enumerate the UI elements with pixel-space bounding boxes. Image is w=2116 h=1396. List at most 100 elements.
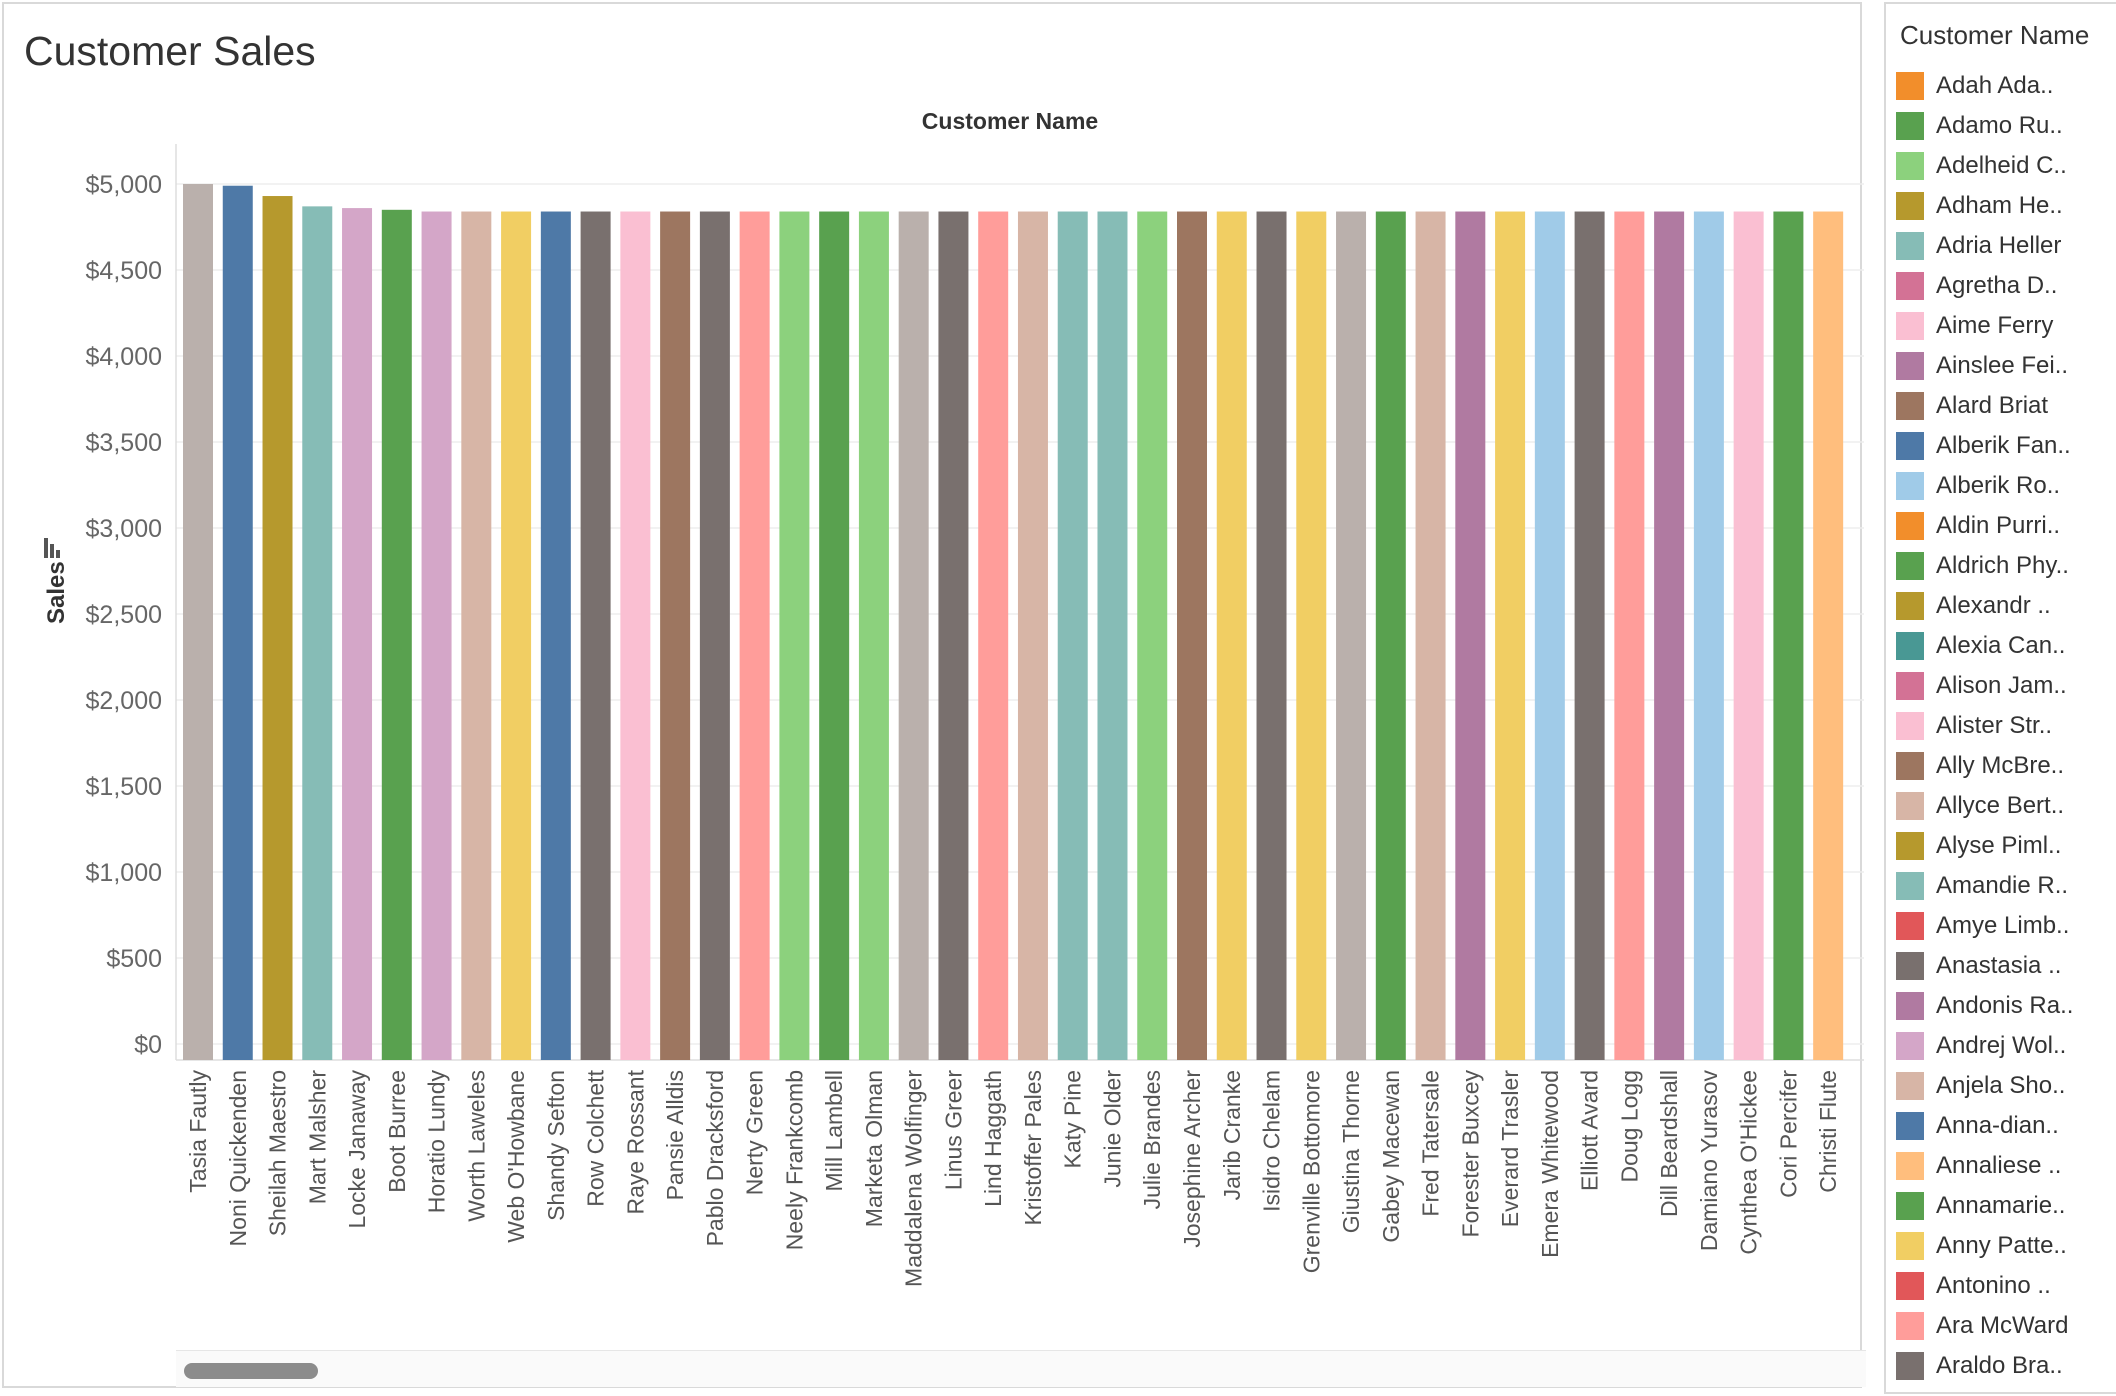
bar[interactable] xyxy=(1256,211,1287,1060)
bar[interactable] xyxy=(1733,211,1764,1060)
legend-item[interactable]: Adelheid C.. xyxy=(1896,146,2073,186)
y-tick-label: $4,000 xyxy=(86,343,162,371)
bar[interactable] xyxy=(938,211,969,1060)
x-tick-label: Horatio Lundy xyxy=(424,1070,450,1214)
legend-item[interactable]: Alister Str.. xyxy=(1896,706,2073,746)
bar[interactable] xyxy=(1574,211,1605,1060)
legend-swatch xyxy=(1896,192,1924,220)
legend-item[interactable]: Andrej Wol.. xyxy=(1896,1026,2073,1066)
bar[interactable] xyxy=(342,208,373,1060)
legend-label: Aldrich Phy.. xyxy=(1936,552,2069,579)
bar[interactable] xyxy=(1534,211,1565,1060)
legend-swatch xyxy=(1896,352,1924,380)
legend-item[interactable]: Ara McWard xyxy=(1896,1306,2073,1346)
x-tick-label: Pablo Dracksford xyxy=(702,1070,728,1246)
legend-swatch xyxy=(1896,1112,1924,1140)
legend-item[interactable]: Ainslee Fei.. xyxy=(1896,346,2073,386)
scrollbar-thumb[interactable] xyxy=(184,1363,318,1379)
legend-item[interactable]: Andonis Ra.. xyxy=(1896,986,2073,1026)
legend-item[interactable]: Adah Ada.. xyxy=(1896,66,2073,106)
legend-item[interactable]: Araldo Bra.. xyxy=(1896,1346,2073,1386)
y-tick-label: $500 xyxy=(106,945,162,973)
bar[interactable] xyxy=(1296,211,1327,1060)
bar[interactable] xyxy=(819,211,850,1060)
bar[interactable] xyxy=(620,211,651,1060)
bar[interactable] xyxy=(183,184,213,1060)
legend-swatch xyxy=(1896,992,1924,1020)
legend-item[interactable]: Anjela Sho.. xyxy=(1896,1066,2073,1106)
bar[interactable] xyxy=(1773,211,1804,1060)
bar[interactable] xyxy=(1495,211,1526,1060)
x-tick-label: Locke Janaway xyxy=(344,1070,370,1229)
legend-label: Andrej Wol.. xyxy=(1936,1032,2067,1059)
bar[interactable] xyxy=(262,196,293,1061)
legend-item[interactable]: Anny Patte.. xyxy=(1896,1226,2073,1266)
bar[interactable] xyxy=(222,185,253,1061)
bar[interactable] xyxy=(540,211,571,1060)
bar[interactable] xyxy=(1813,211,1844,1060)
legend-swatch xyxy=(1896,472,1924,500)
bar[interactable] xyxy=(1057,211,1088,1060)
bar[interactable] xyxy=(1216,211,1247,1060)
bar[interactable] xyxy=(1097,211,1128,1060)
legend-item[interactable]: Annamarie.. xyxy=(1896,1186,2073,1226)
bar[interactable] xyxy=(699,211,730,1060)
legend-item[interactable]: Alexandr .. xyxy=(1896,586,2073,626)
bar[interactable] xyxy=(1137,211,1168,1060)
legend-item[interactable]: Alexia Can.. xyxy=(1896,626,2073,666)
bar[interactable] xyxy=(1177,211,1207,1060)
legend-item[interactable]: Adria Heller xyxy=(1896,226,2073,266)
legend-item[interactable]: Alberik Ro.. xyxy=(1896,466,2073,506)
legend-item[interactable]: Aldin Purri.. xyxy=(1896,506,2073,546)
legend-swatch xyxy=(1896,272,1924,300)
bar[interactable] xyxy=(660,211,691,1060)
bar[interactable] xyxy=(978,211,1009,1060)
legend-item[interactable]: Amye Limb.. xyxy=(1896,906,2073,946)
bar[interactable] xyxy=(1654,211,1685,1060)
bar[interactable] xyxy=(1017,211,1048,1060)
legend-item[interactable]: Adham He.. xyxy=(1896,186,2073,226)
horizontal-scrollbar[interactable] xyxy=(176,1350,1866,1387)
legend-item[interactable]: Alyse Piml.. xyxy=(1896,826,2073,866)
bar[interactable] xyxy=(858,211,889,1060)
legend-label: Ara McWard xyxy=(1936,1312,2069,1339)
x-tick-label: Junie Older xyxy=(1099,1070,1125,1188)
bar[interactable] xyxy=(302,206,333,1061)
bar[interactable] xyxy=(381,209,412,1061)
bar[interactable] xyxy=(1455,211,1486,1060)
bar[interactable] xyxy=(580,211,611,1060)
bar[interactable] xyxy=(1415,211,1446,1060)
legend-item[interactable]: Anna-dian.. xyxy=(1896,1106,2073,1146)
legend-label: Alister Str.. xyxy=(1936,712,2053,739)
x-tick-label: Neely Frankcomb xyxy=(781,1070,807,1250)
legend-item[interactable]: Aldrich Phy.. xyxy=(1896,546,2073,586)
bar[interactable] xyxy=(1614,211,1645,1060)
legend-item[interactable]: Adamo Ru.. xyxy=(1896,106,2073,146)
bar[interactable] xyxy=(421,211,452,1060)
bar[interactable] xyxy=(461,211,492,1060)
bar[interactable] xyxy=(739,211,770,1060)
legend-item[interactable]: Alison Jam.. xyxy=(1896,666,2073,706)
bar[interactable] xyxy=(779,211,810,1060)
bar[interactable] xyxy=(1693,211,1724,1060)
x-tick-label: Nerty Green xyxy=(742,1070,768,1195)
legend-swatch xyxy=(1896,552,1924,580)
sort-icon[interactable] xyxy=(44,538,60,558)
legend-item[interactable]: Allyce Bert.. xyxy=(1896,786,2073,826)
legend-item[interactable]: Antonino .. xyxy=(1896,1266,2073,1306)
legend-item[interactable]: Agretha D.. xyxy=(1896,266,2073,306)
bar[interactable] xyxy=(1336,211,1367,1060)
bar[interactable] xyxy=(898,211,929,1060)
bar[interactable] xyxy=(501,211,532,1060)
legend-item[interactable]: Alberik Fan.. xyxy=(1896,426,2073,466)
bar[interactable] xyxy=(1375,211,1406,1060)
x-tick-label: Web O'Howbane xyxy=(503,1070,529,1243)
x-tick-label: Dill Beardshall xyxy=(1656,1070,1682,1217)
legend-item[interactable]: Aime Ferry xyxy=(1896,306,2073,346)
legend-item[interactable]: Anastasia .. xyxy=(1896,946,2073,986)
legend-item[interactable]: Ally McBre.. xyxy=(1896,746,2073,786)
legend-item[interactable]: Alard Briat xyxy=(1896,386,2073,426)
legend-item[interactable]: Amandie R.. xyxy=(1896,866,2073,906)
x-tick-label: Gabey Macewan xyxy=(1378,1070,1404,1243)
legend-item[interactable]: Annaliese .. xyxy=(1896,1146,2073,1186)
